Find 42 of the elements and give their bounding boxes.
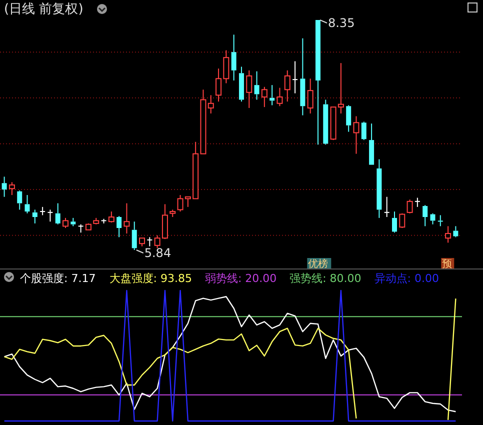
candlestick [2, 176, 7, 198]
ref-line-label: 强势线: 80.00 [290, 272, 362, 285]
ref-line-label: 弱势线: 20.00 [204, 272, 277, 285]
candlestick [376, 158, 382, 218]
candlestick [48, 209, 53, 222]
candlestick [361, 121, 366, 141]
candlestick [231, 34, 236, 81]
candlestick [323, 99, 328, 146]
candlestick [116, 216, 122, 238]
annotation: 5.84 [144, 246, 172, 260]
candlestick [147, 236, 152, 247]
candlestick [284, 70, 290, 102]
text: 优榜 [308, 258, 328, 270]
candlestick [307, 78, 314, 114]
candlestick [254, 70, 260, 100]
candlestick [246, 70, 252, 108]
candlestick [17, 190, 22, 210]
candlestick [8, 182, 15, 196]
chart-title: (日线 前复权) [4, 2, 84, 17]
candlestick [422, 204, 428, 227]
candlestick [300, 38, 306, 116]
text: 异动点: 0.00 [374, 272, 439, 285]
candlestick [32, 209, 38, 224]
candlestick [55, 202, 60, 225]
text: 大盘强度: 93.85 [109, 272, 192, 285]
candlestick [24, 194, 30, 214]
candlestick [238, 66, 244, 102]
candlestick [438, 214, 443, 227]
candlestick [414, 197, 420, 208]
candlestick [270, 84, 275, 106]
candlestick [430, 212, 436, 225]
candlestick [384, 196, 390, 218]
candlestick [346, 104, 352, 132]
text: 预 [442, 259, 452, 270]
candlestick [292, 60, 298, 94]
candlestick [392, 211, 397, 234]
candlestick [208, 94, 214, 114]
text: 个股强度: 7.17 [20, 272, 96, 285]
annotation: 8.35 [328, 16, 355, 30]
candlestick [353, 116, 360, 154]
candlestick [132, 221, 137, 250]
candlestick [124, 202, 130, 234]
